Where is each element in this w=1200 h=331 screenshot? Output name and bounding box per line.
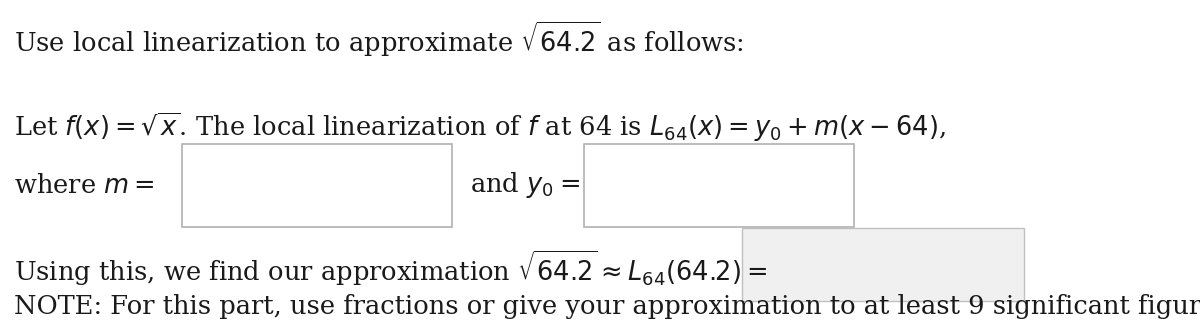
Text: Using this, we find our approximation $\sqrt{64.2} \approx L_{64}(64.2) =$: Using this, we find our approximation $\… xyxy=(14,248,768,288)
FancyBboxPatch shape xyxy=(584,144,854,227)
Text: Let $f(x) = \sqrt{x}$. The local linearization of $f$ at 64 is $L_{64}(x) = y_0 : Let $f(x) = \sqrt{x}$. The local lineari… xyxy=(14,111,946,144)
Text: NOTE: For this part, use fractions or give your approximation to at least 9 sign: NOTE: For this part, use fractions or gi… xyxy=(14,294,1200,319)
Text: Use local linearization to approximate $\sqrt{64.2}$ as follows:: Use local linearization to approximate $… xyxy=(14,20,744,59)
FancyBboxPatch shape xyxy=(182,144,452,227)
FancyBboxPatch shape xyxy=(742,228,1024,301)
Text: and $y_0 =$: and $y_0 =$ xyxy=(470,170,588,200)
Text: where $m =$: where $m =$ xyxy=(14,173,163,198)
